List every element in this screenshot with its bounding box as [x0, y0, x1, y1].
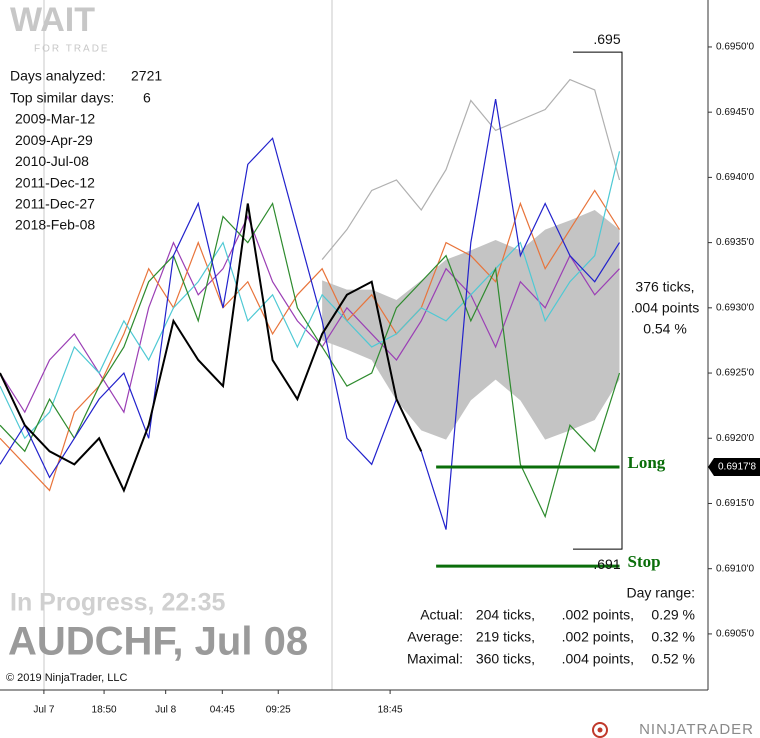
range-stat: .004 points [631, 300, 700, 316]
table-cell: 360 ticks, [476, 651, 535, 667]
range-low-label: .691 [593, 556, 620, 572]
logo-icon [592, 722, 608, 738]
y-tick-label: 0.6940'0 [716, 172, 754, 183]
similar-days: 2009-Mar-12 2009-Apr-29 2010-Jul-08 2011-De… [15, 111, 95, 233]
range-stat: 0.54 % [643, 321, 687, 337]
similar-day: 2009-Apr-29 [15, 132, 93, 148]
table-cell: 219 ticks, [476, 629, 535, 645]
table-cell: 0.29 % [651, 607, 695, 623]
table-cell: .004 points, [562, 651, 634, 667]
table-cell: Maximal: [407, 651, 463, 667]
y-tick-label: 0.6925'0 [716, 368, 754, 379]
title: AUDCHF, Jul 08 [8, 620, 308, 664]
table-cell: .002 points, [562, 607, 634, 623]
subtitle: In Progress, 22:35 [10, 589, 225, 617]
similar-day: 2011-Dec-12 [15, 174, 95, 190]
stat-value: 6 [143, 90, 151, 106]
table-cell: 204 ticks, [476, 607, 535, 623]
price-line [0, 189, 621, 492]
y-tick-label: 0.6930'0 [716, 302, 754, 313]
x-tick-label: 18:50 [92, 705, 117, 716]
price-line [0, 99, 621, 530]
long-label: Long [628, 453, 666, 472]
logo: WAIT [10, 1, 95, 39]
price-tag [708, 457, 760, 476]
table-cell: 0.52 % [651, 651, 695, 667]
y-tick-label: 0.6935'0 [716, 237, 754, 248]
stat-label: Top similar days: [10, 90, 114, 106]
range-high-label: .695 [593, 31, 620, 47]
table-cell: .002 points, [562, 629, 634, 645]
day-range-table: Actual: 204 ticks, .002 points, 0.29 % Avera… [407, 607, 695, 667]
y-tick-label: 0.6945'0 [716, 107, 754, 118]
y-tick-label: 0.6920'0 [716, 433, 754, 444]
y-tick-label: 0.6915'0 [716, 498, 754, 509]
similar-day: 2009-Mar-12 [15, 111, 95, 127]
price-line [0, 203, 423, 493]
x-tick-label: 04:45 [210, 705, 235, 716]
price-tag-label: 0.6917'8 [718, 462, 756, 473]
plot [0, 78, 621, 530]
range-bracket [573, 51, 623, 550]
y-tick-label: 0.6905'0 [716, 629, 754, 640]
x-tick-label: 18:45 [378, 705, 403, 716]
similar-day: 2010-Jul-08 [15, 153, 89, 169]
copyright: © 2019 NinjaTrader, LLC [6, 672, 127, 684]
similar-day: 2011-Dec-27 [15, 196, 95, 212]
x-tick-label: 09:25 [266, 705, 291, 716]
table-cell: 0.32 % [651, 629, 695, 645]
stat-value: 2721 [131, 68, 162, 84]
price-line [0, 201, 621, 519]
table-cell: Actual: [420, 607, 463, 623]
x-tick-label: Jul 8 [155, 705, 177, 716]
stat-label: Days analyzed: [10, 68, 106, 84]
day-range-title: Day range: [627, 585, 695, 601]
table-cell: Average: [407, 629, 463, 645]
x-tick-label: Jul 7 [33, 705, 55, 716]
range-stat: 376 ticks, [635, 279, 694, 295]
y-tick-label: 0.6910'0 [716, 563, 754, 574]
price-line [321, 78, 621, 260]
logo-tagline: FOR TRADE [34, 44, 110, 55]
similar-day: 2018-Feb-08 [15, 217, 95, 233]
price-line [0, 151, 621, 440]
stop-label: Stop [628, 552, 661, 571]
y-tick-label: 0.6950'0 [716, 42, 754, 53]
logo-right: NINJATRADER [639, 721, 754, 738]
